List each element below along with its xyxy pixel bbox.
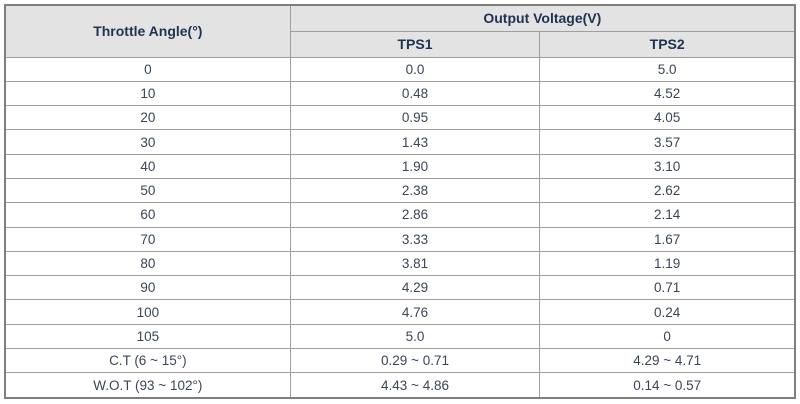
table-row: 30 1.43 3.57 — [4, 129, 796, 155]
cell-angle: 105 — [4, 323, 291, 350]
table-row: 80 3.81 1.19 — [4, 250, 796, 277]
cell-tps1: 0.29 ~ 0.71 — [289, 348, 541, 374]
cell-tps2: 2.14 — [539, 202, 796, 228]
cell-angle: 10 — [4, 80, 291, 107]
cell-tps1: 2.86 — [289, 202, 541, 228]
header-row-group: Throttle Angle(°) Output Voltage(V) — [4, 4, 796, 58]
table-row: 60 2.86 2.14 — [4, 202, 796, 228]
cell-tps1: 4.29 — [289, 275, 541, 301]
cell-tps1: 3.33 — [289, 226, 541, 252]
col-header-output-voltage: Output Voltage(V) — [289, 4, 796, 32]
table-row: 70 3.33 1.67 — [4, 226, 796, 252]
cell-tps1: 4.43 ~ 4.86 — [289, 372, 541, 399]
cell-tps1: 2.38 — [289, 177, 541, 204]
table-row: 40 1.90 3.10 — [4, 153, 796, 179]
cell-tps2: 3.10 — [539, 153, 796, 179]
table-row: 0 0.0 5.0 — [4, 56, 796, 82]
cell-tps1: 5.0 — [289, 323, 541, 350]
cell-tps1: 0.95 — [289, 105, 541, 131]
header-row-sub: TPS1 TPS2 — [5, 30, 796, 58]
cell-tps2: 3.57 — [539, 129, 796, 155]
cell-tps2: 2.62 — [539, 177, 796, 204]
cell-angle: 40 — [4, 153, 291, 179]
table-body: 0 0.0 5.0 10 0.48 4.52 20 0.95 4.05 30 1… — [4, 56, 796, 399]
table-row-wide-open-throttle: W.O.T (93 ~ 102°) 4.43 ~ 4.86 0.14 ~ 0.5… — [4, 372, 796, 399]
cell-tps2: 4.05 — [539, 105, 796, 131]
cell-angle: 60 — [4, 202, 291, 228]
cell-tps2: 0.71 — [539, 275, 796, 301]
cell-tps2: 4.52 — [539, 80, 796, 107]
table-row: 100 4.76 0.24 — [4, 299, 796, 325]
cell-angle: 20 — [4, 105, 291, 131]
col-header-tps2: TPS2 — [539, 30, 796, 58]
cell-tps2: 1.19 — [539, 250, 796, 277]
cell-tps2: 0 — [539, 323, 796, 350]
cell-tps1: 4.76 — [289, 299, 541, 325]
cell-tps2: 5.0 — [539, 56, 796, 82]
cell-angle: 90 — [4, 275, 291, 301]
table-row: 105 5.0 0 — [4, 323, 796, 350]
table-row: 10 0.48 4.52 — [4, 80, 796, 107]
tps-voltage-table: Throttle Angle(°) Output Voltage(V) TPS1… — [4, 4, 796, 399]
cell-tps2: 0.14 ~ 0.57 — [539, 372, 796, 399]
cell-angle: W.O.T (93 ~ 102°) — [4, 372, 291, 399]
table-header: Throttle Angle(°) Output Voltage(V) TPS1… — [4, 4, 796, 58]
cell-angle: 30 — [4, 129, 291, 155]
cell-tps1: 0.0 — [289, 56, 541, 82]
cell-tps2: 1.67 — [539, 226, 796, 252]
cell-tps2: 0.24 — [539, 299, 796, 325]
col-header-tps1: TPS1 — [289, 30, 541, 58]
cell-tps1: 0.48 — [289, 80, 541, 107]
cell-tps1: 1.43 — [289, 129, 541, 155]
table-row: 90 4.29 0.71 — [4, 275, 796, 301]
cell-angle: 80 — [4, 250, 291, 277]
cell-angle: 70 — [4, 226, 291, 252]
cell-angle: 0 — [4, 56, 291, 82]
table-row-closed-throttle: C.T (6 ~ 15°) 0.29 ~ 0.71 4.29 ~ 4.71 — [4, 348, 796, 374]
col-header-throttle-angle: Throttle Angle(°) — [4, 4, 291, 58]
table-row: 20 0.95 4.05 — [4, 105, 796, 131]
table-row: 50 2.38 2.62 — [4, 177, 796, 204]
cell-tps1: 3.81 — [289, 250, 541, 277]
cell-angle: C.T (6 ~ 15°) — [4, 348, 291, 374]
cell-tps1: 1.90 — [289, 153, 541, 179]
cell-tps2: 4.29 ~ 4.71 — [539, 348, 796, 374]
cell-angle: 50 — [4, 177, 291, 204]
cell-angle: 100 — [4, 299, 291, 325]
